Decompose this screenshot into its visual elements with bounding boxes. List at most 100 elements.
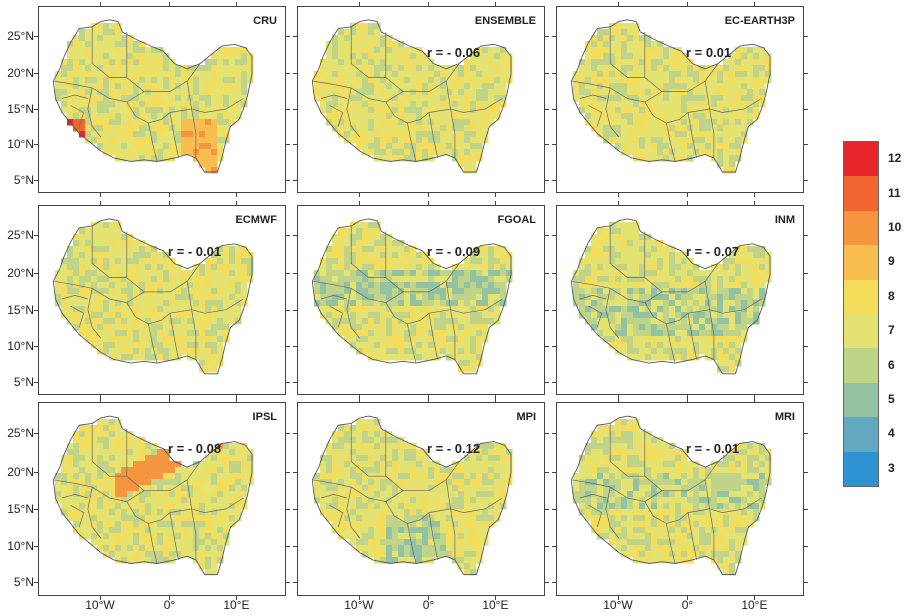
axis-tick bbox=[34, 35, 38, 37]
country-border bbox=[579, 295, 606, 300]
y-axis-label: 25°N bbox=[7, 426, 34, 441]
axis-tick bbox=[286, 582, 290, 584]
axis-tick bbox=[545, 381, 549, 383]
panel-title: INM bbox=[774, 214, 795, 226]
axis-tick bbox=[34, 471, 38, 473]
axis-tick bbox=[293, 471, 297, 473]
country-border bbox=[605, 487, 620, 539]
x-axis-label: 10°E bbox=[741, 598, 768, 612]
axis-tick bbox=[618, 596, 619, 600]
axis-tick bbox=[804, 433, 808, 435]
legend-label: 3 bbox=[888, 460, 895, 475]
country-border bbox=[385, 63, 460, 92]
y-axis-label: 20°N bbox=[7, 66, 34, 81]
axis-tick bbox=[286, 508, 290, 510]
x-axis-label: 10°W bbox=[85, 598, 115, 612]
country-border bbox=[329, 504, 344, 528]
axis-tick bbox=[100, 2, 101, 6]
y-axis-label: 10°N bbox=[7, 538, 34, 553]
country-border bbox=[704, 80, 762, 113]
country-border bbox=[320, 295, 347, 300]
map-ecmwf bbox=[52, 218, 254, 375]
country-border bbox=[91, 26, 128, 78]
axis-tick bbox=[286, 144, 290, 146]
correlation-label: r = - 0.12 bbox=[426, 441, 481, 456]
country-border bbox=[450, 508, 456, 560]
axis-tick bbox=[552, 235, 556, 237]
country-border bbox=[191, 309, 197, 360]
region-outline bbox=[570, 415, 771, 575]
axis-tick bbox=[495, 395, 497, 399]
axis-tick bbox=[687, 596, 689, 600]
map-ensemble bbox=[311, 19, 513, 174]
axis-tick bbox=[34, 73, 38, 75]
axis-tick bbox=[359, 193, 360, 197]
panel-title: IPSL bbox=[252, 411, 277, 423]
axis-tick bbox=[687, 2, 689, 6]
country-border bbox=[191, 108, 197, 158]
country-border bbox=[450, 108, 456, 158]
axis-tick bbox=[545, 235, 549, 237]
country-border bbox=[571, 80, 663, 103]
axis-tick bbox=[100, 596, 101, 600]
axis-tick bbox=[545, 273, 549, 275]
color-legend bbox=[843, 141, 879, 487]
country-border bbox=[644, 63, 719, 92]
axis-tick bbox=[286, 345, 290, 347]
axis-tick bbox=[552, 309, 556, 311]
country-border bbox=[61, 295, 88, 300]
country-border bbox=[709, 508, 715, 560]
country-border bbox=[312, 80, 404, 103]
axis-tick bbox=[618, 395, 619, 399]
axis-tick bbox=[359, 201, 360, 205]
axis-tick bbox=[545, 144, 549, 146]
axis-tick bbox=[552, 508, 556, 510]
country-border bbox=[169, 313, 179, 360]
country-border bbox=[350, 423, 387, 477]
axis-tick bbox=[293, 179, 297, 181]
axis-tick bbox=[293, 144, 297, 146]
axis-tick bbox=[359, 2, 360, 6]
axis-tick bbox=[618, 193, 619, 197]
country-border bbox=[61, 494, 88, 499]
axis-tick bbox=[754, 395, 756, 399]
country-border bbox=[87, 487, 102, 539]
map-panel-mri: MRI r = - 0.01 bbox=[556, 402, 804, 596]
axis-tick bbox=[236, 596, 238, 600]
region-outline bbox=[311, 415, 512, 575]
axis-tick bbox=[804, 545, 808, 547]
axis-tick bbox=[286, 273, 290, 275]
country-border bbox=[350, 26, 387, 78]
axis-tick bbox=[428, 193, 430, 197]
country-border bbox=[350, 226, 387, 278]
legend-label: 4 bbox=[888, 426, 895, 441]
legend-swatch bbox=[844, 176, 878, 212]
axis-tick bbox=[687, 193, 689, 197]
x-axis-label: 10°W bbox=[344, 598, 374, 612]
country-border bbox=[191, 508, 197, 560]
axis-tick bbox=[293, 381, 297, 383]
legend-label: 7 bbox=[888, 323, 895, 338]
y-axis-label: 20°N bbox=[7, 464, 34, 479]
axis-tick bbox=[754, 193, 756, 197]
axis-tick bbox=[804, 582, 808, 584]
axis-tick bbox=[286, 381, 290, 383]
country-border bbox=[666, 122, 676, 162]
correlation-label: r = - 0.06 bbox=[426, 45, 481, 60]
country-border bbox=[709, 108, 715, 158]
axis-tick bbox=[34, 108, 38, 110]
country-border bbox=[605, 288, 620, 339]
axis-tick bbox=[545, 545, 549, 547]
y-axis-label: 25°N bbox=[7, 228, 34, 243]
legend-swatch bbox=[844, 142, 878, 177]
region-outline bbox=[52, 218, 253, 375]
correlation-label: r = - 0.08 bbox=[167, 441, 222, 456]
y-axis-label: 5°N bbox=[13, 374, 34, 389]
axis-tick bbox=[754, 398, 756, 402]
country-border bbox=[126, 461, 201, 492]
axis-tick bbox=[552, 73, 556, 75]
map-panel-fgoal: FGOAL r = - 0.09 bbox=[297, 205, 545, 395]
country-border bbox=[87, 87, 102, 138]
axis-tick bbox=[428, 201, 430, 205]
axis-tick bbox=[687, 395, 689, 399]
